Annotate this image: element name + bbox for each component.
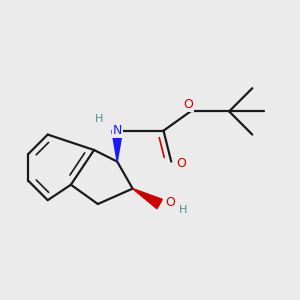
Text: H: H (178, 205, 187, 215)
Text: H: H (94, 114, 103, 124)
Polygon shape (112, 131, 123, 162)
Polygon shape (133, 189, 162, 209)
Text: O: O (166, 196, 176, 209)
Text: N: N (112, 124, 122, 137)
Text: O: O (176, 157, 186, 170)
Text: O: O (184, 98, 194, 111)
